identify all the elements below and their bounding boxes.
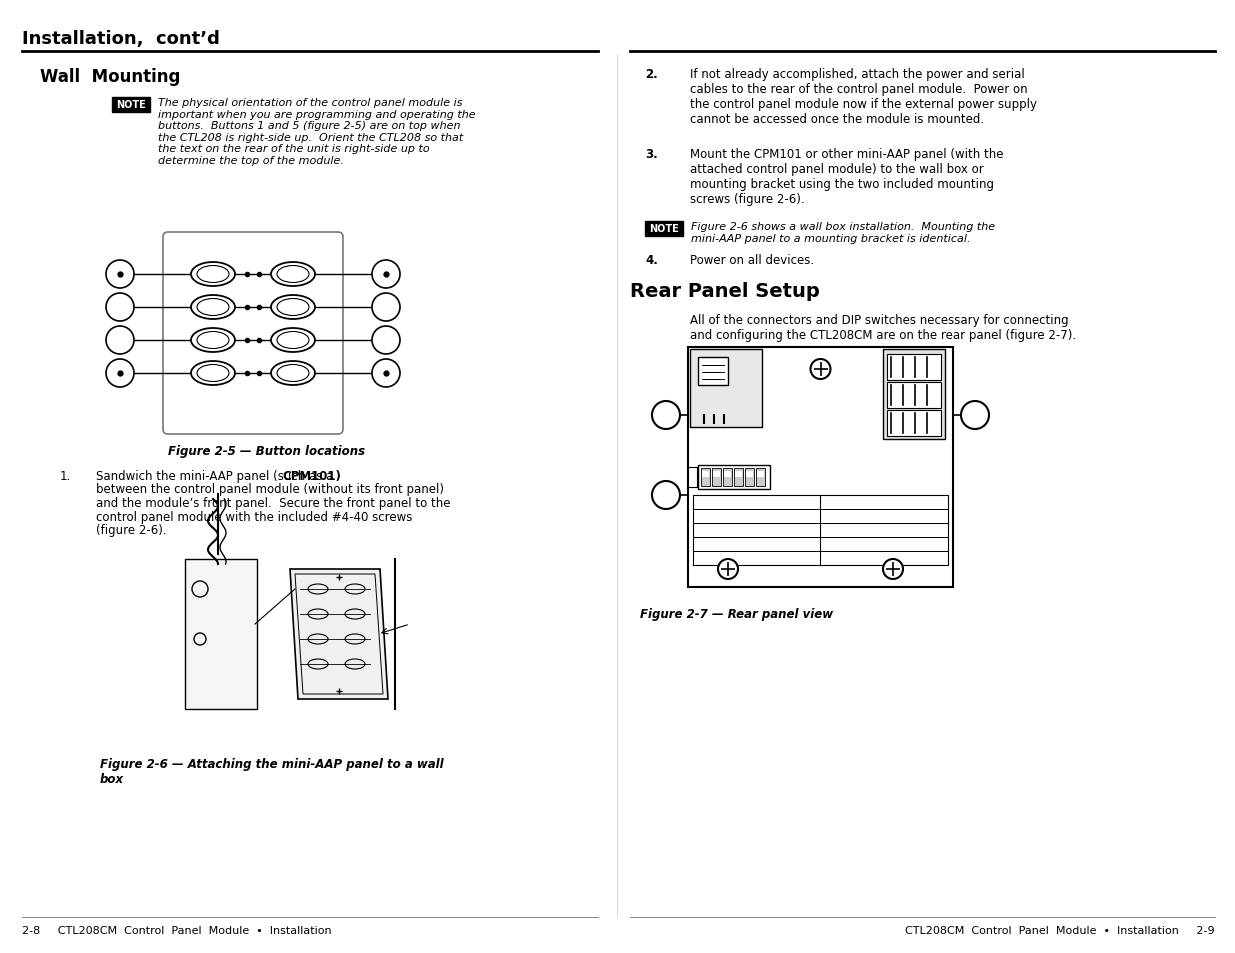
Ellipse shape — [191, 361, 235, 386]
Text: between the control panel module (without its front panel): between the control panel module (withou… — [96, 483, 445, 496]
Circle shape — [961, 401, 989, 430]
Bar — [722, 469, 732, 486]
Text: 3.: 3. — [645, 148, 658, 161]
Bar — [735, 472, 742, 477]
Text: Figure 2-7 — Rear panel view: Figure 2-7 — Rear panel view — [640, 607, 834, 620]
Polygon shape — [290, 569, 388, 700]
Ellipse shape — [191, 295, 235, 319]
FancyBboxPatch shape — [163, 233, 343, 435]
Bar — [713, 472, 720, 477]
Ellipse shape — [270, 263, 315, 287]
Text: Figure 2-6 — Attaching the mini-AAP panel to a wall
box: Figure 2-6 — Attaching the mini-AAP pane… — [100, 758, 443, 785]
Text: control panel module with the included #4-40 screws: control panel module with the included #… — [96, 510, 412, 523]
Circle shape — [883, 559, 903, 579]
Text: Figure 2-5 — Button locations: Figure 2-5 — Button locations — [168, 444, 366, 457]
Bar — [698, 357, 727, 386]
Ellipse shape — [270, 329, 315, 353]
Bar — [690, 350, 762, 428]
Ellipse shape — [191, 329, 235, 353]
Bar — [887, 355, 941, 380]
Text: CTL208CM  Control  Panel  Module  •  Installation     2-9: CTL208CM Control Panel Module • Installa… — [905, 925, 1215, 935]
Text: Rear Panel Setup: Rear Panel Setup — [630, 282, 820, 301]
FancyBboxPatch shape — [645, 222, 683, 236]
Bar — [688, 348, 953, 587]
Circle shape — [810, 359, 830, 379]
Text: NOTE: NOTE — [650, 224, 679, 234]
Bar — [693, 496, 948, 565]
Circle shape — [106, 359, 135, 388]
Bar — [698, 465, 769, 490]
Bar — [734, 469, 743, 486]
Text: If not already accomplished, attach the power and serial
cables to the rear of t: If not already accomplished, attach the … — [690, 68, 1037, 126]
Ellipse shape — [270, 295, 315, 319]
Bar — [883, 350, 945, 439]
Text: Installation,  cont’d: Installation, cont’d — [22, 30, 220, 48]
Text: Power on all devices.: Power on all devices. — [690, 253, 814, 267]
Bar — [745, 469, 755, 486]
Ellipse shape — [191, 263, 235, 287]
Bar — [713, 469, 721, 486]
Bar — [688, 468, 697, 488]
Circle shape — [652, 401, 680, 430]
Bar — [756, 469, 764, 486]
Text: Wall  Mounting: Wall Mounting — [40, 68, 180, 86]
Text: Sandwich the mini-AAP panel (such as a: Sandwich the mini-AAP panel (such as a — [96, 470, 337, 482]
Text: All of the connectors and DIP switches necessary for connecting
and configuring : All of the connectors and DIP switches n… — [690, 314, 1076, 341]
Text: 1.: 1. — [61, 470, 72, 482]
Bar — [701, 469, 710, 486]
Circle shape — [652, 481, 680, 510]
Bar — [185, 559, 257, 709]
Text: The physical orientation of the control panel module is
important when you are p: The physical orientation of the control … — [158, 98, 475, 166]
Text: 4.: 4. — [645, 253, 658, 267]
Text: 2.: 2. — [645, 68, 658, 81]
FancyBboxPatch shape — [112, 98, 149, 112]
Text: (figure 2-6).: (figure 2-6). — [96, 523, 167, 537]
Bar — [887, 411, 941, 436]
Circle shape — [106, 327, 135, 355]
Circle shape — [372, 359, 400, 388]
Text: CPM101): CPM101) — [283, 470, 341, 482]
Circle shape — [718, 559, 739, 579]
Circle shape — [372, 327, 400, 355]
Text: 2-8     CTL208CM  Control  Panel  Module  •  Installation: 2-8 CTL208CM Control Panel Module • Inst… — [22, 925, 332, 935]
Circle shape — [372, 261, 400, 289]
Bar — [887, 382, 941, 409]
Bar — [746, 472, 753, 477]
Bar — [724, 472, 731, 477]
Circle shape — [106, 294, 135, 322]
Bar — [757, 472, 764, 477]
Circle shape — [106, 261, 135, 289]
Bar — [701, 472, 709, 477]
Text: NOTE: NOTE — [116, 100, 146, 111]
Text: and the module’s front panel.  Secure the front panel to the: and the module’s front panel. Secure the… — [96, 497, 451, 510]
Text: Figure 2-6 shows a wall box installation.  Mounting the
mini-AAP panel to a moun: Figure 2-6 shows a wall box installation… — [692, 222, 995, 243]
Text: Mount the CPM101 or other mini-AAP panel (with the
attached control panel module: Mount the CPM101 or other mini-AAP panel… — [690, 148, 1004, 206]
Ellipse shape — [270, 361, 315, 386]
Circle shape — [372, 294, 400, 322]
